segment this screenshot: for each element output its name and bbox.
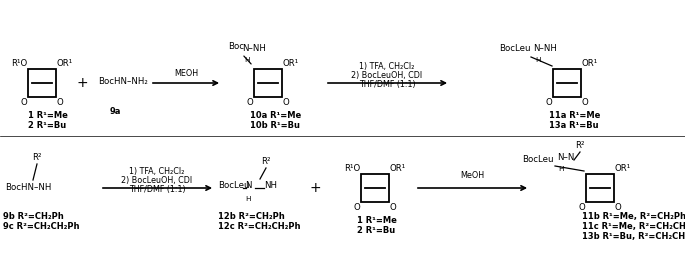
Text: 10a R¹=Me: 10a R¹=Me bbox=[250, 111, 301, 120]
Text: OR¹: OR¹ bbox=[283, 59, 299, 68]
Text: O: O bbox=[353, 203, 360, 212]
Text: 9b R²=CH₂Ph: 9b R²=CH₂Ph bbox=[3, 212, 64, 221]
Text: 1 R¹=Me: 1 R¹=Me bbox=[357, 216, 397, 225]
Text: H: H bbox=[244, 57, 249, 63]
Text: R²: R² bbox=[575, 141, 585, 150]
Text: BocLeu: BocLeu bbox=[218, 182, 249, 191]
Text: 1) TFA, CH₂Cl₂: 1) TFA, CH₂Cl₂ bbox=[360, 62, 414, 71]
Text: O: O bbox=[283, 98, 290, 107]
Text: 2 R¹=Bu: 2 R¹=Bu bbox=[28, 121, 66, 130]
Text: R²: R² bbox=[32, 153, 42, 162]
Text: R²: R² bbox=[261, 157, 271, 166]
Text: 11c R¹=Me, R²=CH₂CH₂Ph: 11c R¹=Me, R²=CH₂CH₂Ph bbox=[582, 222, 685, 231]
Text: BocLeu: BocLeu bbox=[499, 44, 530, 53]
Text: N–N: N–N bbox=[557, 153, 575, 162]
Text: 1) TFA, CH₂Cl₂: 1) TFA, CH₂Cl₂ bbox=[129, 167, 185, 176]
Text: 13b R¹=Bu, R²=CH₂CH₂Ph: 13b R¹=Bu, R²=CH₂CH₂Ph bbox=[582, 232, 685, 241]
Text: O: O bbox=[57, 98, 64, 107]
Text: 9c R²=CH₂CH₂Ph: 9c R²=CH₂CH₂Ph bbox=[3, 222, 79, 231]
Text: O: O bbox=[390, 203, 397, 212]
Text: OR¹: OR¹ bbox=[57, 59, 73, 68]
Text: 2) BocLeuOH, CDI: 2) BocLeuOH, CDI bbox=[121, 176, 192, 185]
Text: Boc: Boc bbox=[228, 42, 244, 51]
Text: 10b R¹=Bu: 10b R¹=Bu bbox=[250, 121, 300, 130]
Text: +: + bbox=[309, 181, 321, 195]
Text: +: + bbox=[76, 76, 88, 90]
Text: N: N bbox=[245, 182, 251, 191]
Text: O: O bbox=[578, 203, 585, 212]
Text: MEOH: MEOH bbox=[174, 69, 198, 78]
Text: MeOH: MeOH bbox=[460, 171, 484, 180]
Text: 9a: 9a bbox=[110, 107, 121, 116]
Text: H: H bbox=[245, 196, 251, 202]
Text: THF/DMF (1:1): THF/DMF (1:1) bbox=[359, 80, 415, 89]
Bar bbox=[586, 174, 614, 202]
Text: R¹O: R¹O bbox=[11, 59, 27, 68]
Text: 11b R¹=Me, R²=CH₂Ph: 11b R¹=Me, R²=CH₂Ph bbox=[582, 212, 685, 221]
Bar bbox=[28, 69, 56, 97]
Text: 11a R¹=Me: 11a R¹=Me bbox=[549, 111, 600, 120]
Text: BocHN–NH: BocHN–NH bbox=[5, 183, 51, 192]
Text: BocHN–NH₂: BocHN–NH₂ bbox=[98, 76, 148, 85]
Text: O: O bbox=[615, 203, 622, 212]
Text: O: O bbox=[21, 98, 27, 107]
Text: 2 R¹=Bu: 2 R¹=Bu bbox=[357, 226, 395, 235]
Text: NH: NH bbox=[264, 182, 277, 191]
Text: R¹O: R¹O bbox=[344, 164, 360, 173]
Bar bbox=[553, 69, 581, 97]
Text: O: O bbox=[582, 98, 588, 107]
Text: OR¹: OR¹ bbox=[582, 59, 598, 68]
Text: THF/DMF (1:1): THF/DMF (1:1) bbox=[129, 185, 186, 194]
Text: H: H bbox=[535, 57, 540, 63]
Text: OR¹: OR¹ bbox=[390, 164, 406, 173]
Text: OR¹: OR¹ bbox=[615, 164, 632, 173]
Text: 2) BocLeuOH, CDI: 2) BocLeuOH, CDI bbox=[351, 71, 423, 80]
Text: 13a R¹=Bu: 13a R¹=Bu bbox=[549, 121, 599, 130]
Text: N–NH: N–NH bbox=[533, 44, 557, 53]
Text: H: H bbox=[558, 166, 564, 172]
Text: 1 R¹=Me: 1 R¹=Me bbox=[28, 111, 68, 120]
Text: O: O bbox=[246, 98, 253, 107]
Text: 12b R²=CH₂Ph: 12b R²=CH₂Ph bbox=[218, 212, 285, 221]
Text: BocLeu: BocLeu bbox=[522, 155, 553, 164]
Bar bbox=[254, 69, 282, 97]
Text: 12c R²=CH₂CH₂Ph: 12c R²=CH₂CH₂Ph bbox=[218, 222, 301, 231]
Bar bbox=[361, 174, 389, 202]
Text: O: O bbox=[545, 98, 552, 107]
Text: N–NH: N–NH bbox=[242, 44, 266, 53]
